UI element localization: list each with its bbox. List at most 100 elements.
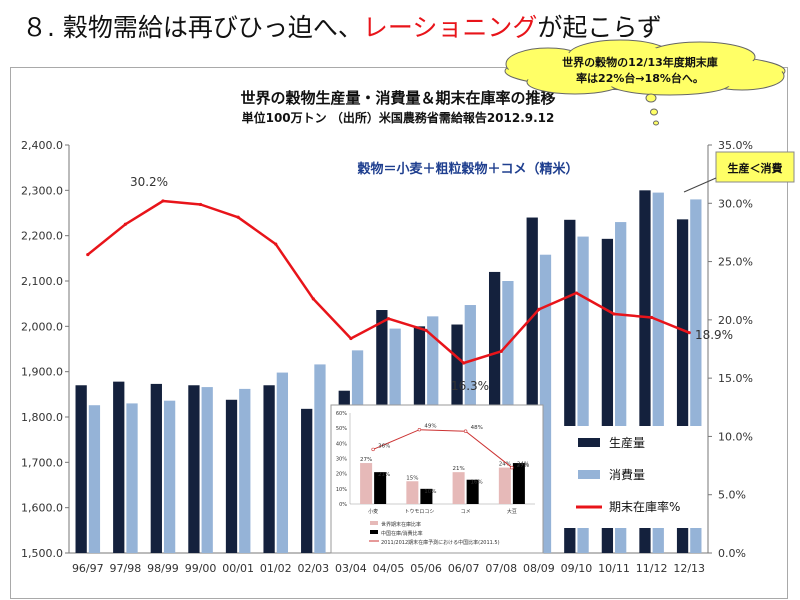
slide-title-prefix: ８. 穀物需給は再びひっ迫へ、 [22, 13, 363, 42]
inset-legend-label-china: 中国在庫/消費比率 [381, 530, 423, 537]
data-labels: 30.2% 16.3% 18.9% [130, 175, 733, 393]
production-bar [564, 219, 576, 554]
inset-world-label: 27% [360, 457, 372, 463]
stock-ratio-point [574, 291, 579, 295]
data-label: 18.9% [695, 328, 733, 342]
stock-ratio-point [349, 336, 353, 341]
x-tick-label: 10/11 [598, 562, 630, 575]
slide-title-suffix: が起こらず [537, 13, 662, 42]
stock-ratio-point [236, 215, 240, 219]
y-left-tick-label: 2,100.0 [21, 275, 63, 288]
production-less-than-consumption-callout: 生産＜消費 [683, 151, 795, 193]
x-tick-label: 00/01 [222, 562, 254, 575]
inset-world-bar [360, 463, 373, 504]
inset-legend-label-world: 世界期末在庫比率 [381, 521, 421, 528]
stock-ratio-line [86, 199, 691, 365]
consumption-bar [276, 372, 289, 553]
inset-chart: 0% 10% 20% 30% 40% 50% 60% 27% 21% 15% 10% 21% 16% 2… [330, 404, 544, 554]
stock-ratio-point [311, 297, 315, 301]
y-left-axis: 1,500.0 1,600.0 1,700.0 1,800.0 1,900.0 2,000… [21, 139, 70, 560]
production-bar [263, 385, 275, 553]
inset-world-label: 15% [406, 475, 418, 481]
inset-china-bar [466, 479, 479, 504]
inset-x-tick-label: 大豆 [507, 508, 517, 515]
inset-china-bar [512, 463, 525, 504]
inset-china-label: 10% [424, 489, 436, 495]
legend-label-production: 生産量 [609, 435, 645, 450]
consumption-bar [163, 400, 176, 553]
y-left-tick-label: 1,900.0 [21, 366, 63, 379]
cloud-bubble [653, 120, 659, 126]
inset-share-label: 49% [424, 424, 436, 430]
production-bar [188, 385, 200, 553]
inset-y-tick-label: 40% [336, 441, 347, 447]
production-bar [639, 190, 651, 554]
stock-ratio-point [687, 331, 691, 335]
x-tick-label: 03/04 [335, 562, 367, 575]
production-bar [601, 238, 614, 553]
inset-china-label: 27% [517, 463, 529, 469]
stock-ratio-point [650, 315, 654, 320]
inset-y-tick-label: 20% [336, 472, 347, 478]
inset-legend-swatch-china [370, 530, 378, 534]
y-right-tick-label: 35.0% [718, 139, 753, 152]
y-right-tick-label: 20.0% [718, 314, 753, 327]
inset-x-tick-label: コメ [461, 509, 471, 515]
stock-ratio-point [386, 317, 391, 321]
y-left-tick-label: 2,400.0 [21, 139, 63, 152]
legend-swatch-production [578, 438, 600, 447]
inset-y-tick-label: 30% [336, 457, 347, 463]
consumption-bar [239, 388, 251, 553]
inset-share-line: 36% 49% 48% 24% [371, 424, 529, 470]
x-tick-label: 11/12 [636, 562, 668, 575]
stock-ratio-point [161, 199, 165, 203]
y-right-tick-label: 25.0% [718, 256, 753, 269]
inset-legend-swatch-world [370, 521, 378, 525]
x-tick-label: 01/02 [260, 562, 292, 575]
stock-ratio-point [462, 361, 466, 365]
y-right-tick-label: 30.0% [718, 197, 753, 210]
stock-ratio-point [612, 312, 616, 316]
data-label: 16.3% [451, 379, 489, 393]
consumption-bar [126, 403, 138, 553]
inset-y-tick-label: 10% [336, 487, 347, 493]
inset-bar-series: 27%21%15%10%21%16%24% 27% [360, 457, 529, 504]
stock-ratio-point [499, 349, 503, 353]
y-left-tick-label: 1,500.0 [21, 547, 63, 560]
stock-ratio-point [424, 328, 428, 332]
thought-cloud-callout: 世界の穀物の12/13年度期末庫 率は22%台→18%台へ。 [504, 39, 786, 126]
y-right-axis: 0.0% 5.0% 10.0% 15.0% 20.0% 25.0% 30.0% 35.0% [707, 139, 753, 560]
stock-ratio-point [274, 242, 278, 246]
x-tick-label: 06/07 [448, 562, 480, 575]
chart-title: 世界の穀物生産量・消費量＆期末在庫率の推移 [240, 89, 555, 107]
consumption-bar [690, 199, 702, 553]
inset-x-tick-label: 小麦 [368, 508, 378, 515]
chart-subtitle: 単位100万トン （出所）米国農務省需給報告2012.9.12 [242, 110, 555, 125]
inset-share-point [371, 447, 375, 452]
consumption-bar [577, 236, 589, 553]
consumption-bar [652, 192, 664, 553]
y-left-tick-label: 2,000.0 [21, 320, 63, 333]
y-left-tick-label: 1,700.0 [21, 456, 63, 469]
y-left-tick-label: 2,300.0 [21, 184, 63, 197]
y-left-tick-label: 2,200.0 [21, 230, 63, 243]
stock-ratio-point [198, 202, 203, 207]
inset-y-axis: 0% 10% 20% 30% 40% 50% 60% [336, 411, 535, 508]
inset-china-label: 21% [378, 472, 390, 478]
inset-legend-label-share: 2011/2012期末在庫予測における中国比率(2011.5) [381, 539, 500, 546]
stock-ratio-point [86, 252, 90, 257]
y-right-tick-label: 5.0% [718, 489, 746, 502]
stock-ratio-point [537, 307, 541, 311]
inset-share-label: 48% [471, 425, 483, 431]
y-right-tick-label: 15.0% [718, 372, 753, 385]
inset-world-bar [452, 472, 465, 504]
inset-world-bar [406, 481, 419, 504]
consumption-bar [615, 222, 627, 554]
x-tick-label: 04/05 [373, 562, 405, 575]
inset-china-bar [374, 472, 387, 504]
grain-definition-annotation: 穀物＝小麦＋粗粒穀物＋コメ（精米） [356, 161, 578, 177]
y-right-tick-label: 10.0% [718, 430, 753, 443]
x-axis: 96/97 97/98 98/99 99/00 00/01 01/02 02/03 03/04… [69, 552, 708, 575]
stock-ratio-series-line [87, 199, 690, 365]
x-tick-label: 02/03 [297, 562, 329, 575]
